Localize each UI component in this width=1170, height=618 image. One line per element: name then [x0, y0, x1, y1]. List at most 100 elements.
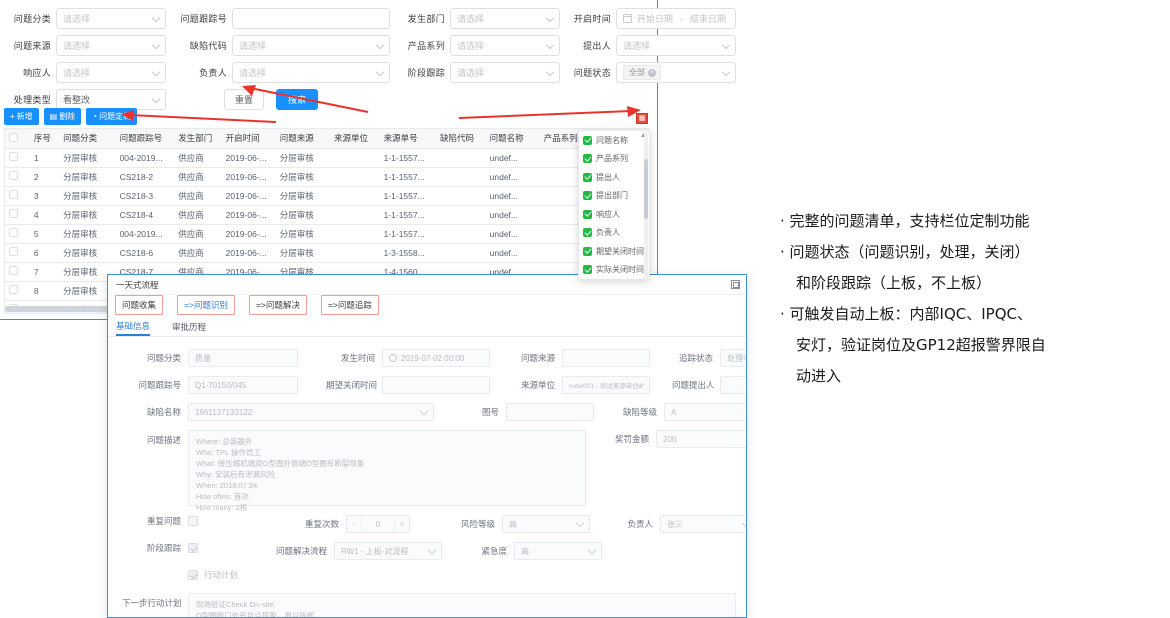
issue-status-select[interactable]: 全部 × — [616, 62, 736, 83]
table-row[interactable]: 5 分层审核 004-2019... 供应商 2019-06-... 分层审核 1-1-15… — [5, 224, 648, 244]
search-button[interactable]: 搜索 — [276, 89, 319, 110]
select-all-checkbox[interactable] — [9, 132, 18, 142]
issue-category-select[interactable]: 请选择 — [56, 8, 166, 29]
owner-select[interactable]: 请选择 — [232, 62, 390, 83]
column-chooser-item[interactable]: 产品系列 — [579, 150, 649, 169]
stepper-minus-button[interactable]: - — [347, 516, 362, 532]
status-tag[interactable]: 全部 × — [623, 65, 661, 80]
check-icon[interactable] — [583, 228, 592, 238]
column-chooser-item[interactable]: 提出部门 — [579, 187, 649, 206]
field-action-plan[interactable]: 行动计划 — [188, 569, 238, 581]
th-0[interactable]: 序号 — [29, 129, 60, 149]
row-checkbox[interactable] — [9, 285, 18, 294]
row-select-cell[interactable] — [5, 186, 30, 206]
action-plan-checkbox[interactable] — [188, 570, 198, 580]
columns-settings-icon[interactable]: ▦ — [636, 113, 648, 124]
reporter-input[interactable] — [720, 376, 746, 394]
check-icon[interactable] — [583, 209, 592, 219]
repeat-issue-checkbox[interactable] — [188, 516, 198, 526]
defect-name-select[interactable]: 1661137133122 — [188, 403, 434, 421]
column-chooser-scrollbar[interactable] — [644, 133, 648, 279]
issue-source-input[interactable] — [562, 349, 650, 367]
product-series-select[interactable]: 请选择 — [450, 35, 560, 56]
row-checkbox[interactable] — [9, 152, 18, 161]
occur-time-input[interactable]: 2019-07-02 00:00 — [382, 349, 490, 367]
issue-category-input[interactable]: 质量 — [188, 349, 298, 367]
row-select-cell[interactable] — [5, 262, 30, 282]
flow-step[interactable]: =>问题追踪 — [320, 295, 379, 315]
row-select-cell[interactable] — [5, 148, 30, 168]
check-icon[interactable] — [583, 246, 592, 256]
column-chooser-item[interactable]: 负责人 — [579, 224, 649, 243]
row-select-cell[interactable] — [5, 205, 30, 225]
flow-step[interactable]: 问题收集 — [115, 295, 164, 315]
risk-level-select[interactable]: 高 — [502, 515, 590, 533]
issue-custom-button[interactable]: ◔ 问题定制 — [86, 108, 138, 125]
th-2[interactable]: 问题跟踪号 — [115, 129, 175, 149]
th-7[interactable]: 来源单号 — [379, 129, 436, 149]
table-row[interactable]: 6 分层审核 CS218-6 供应商 2019-06-... 分层审核 1-3-1558..… — [5, 243, 648, 263]
row-select-cell[interactable] — [5, 243, 30, 263]
column-chooser-item[interactable]: 问题名称 — [579, 131, 649, 150]
reset-button[interactable]: 重置 — [224, 89, 265, 110]
stage-track-checkbox[interactable] — [188, 543, 198, 553]
issue-source-select[interactable]: 请选择 — [56, 35, 166, 56]
row-checkbox[interactable] — [9, 228, 18, 237]
th-1[interactable]: 问题分类 — [59, 129, 116, 149]
track-status-select[interactable]: 处理中 — [720, 349, 746, 367]
check-icon[interactable] — [583, 154, 592, 164]
column-chooser-item[interactable]: 期望关闭时间 — [579, 242, 649, 261]
defect-level-input[interactable]: A — [664, 403, 746, 421]
delete-button[interactable]: ▤ 删除 — [43, 108, 82, 125]
repeat-count-stepper[interactable]: - 0 + — [346, 515, 410, 533]
table-row[interactable]: 2 分层审核 CS218-2 供应商 2019-06-... 分层审核 1-1-1557..… — [5, 167, 648, 187]
expect-close-input[interactable] — [382, 376, 490, 394]
row-checkbox[interactable] — [9, 171, 18, 180]
th-3[interactable]: 发生部门 — [174, 129, 222, 149]
owner-select[interactable]: 张三 — [660, 515, 746, 533]
column-chooser-popup[interactable]: 问题名称 产品系列 提出人 提出部门 响应人 负责人 期望关闭时间 实际关闭时间 — [578, 130, 650, 280]
column-chooser-item[interactable]: 实际关闭时间 — [579, 261, 649, 280]
th-10[interactable]: 产品系列 — [539, 129, 590, 149]
column-chooser-item[interactable]: 响应人 — [579, 205, 649, 224]
table-row[interactable]: 3 分层审核 CS218-3 供应商 2019-06-... 分层审核 1-1-1557..… — [5, 186, 648, 206]
flow-step[interactable]: =>问题解决 — [248, 295, 307, 315]
reward-input[interactable]: 200 — [656, 430, 746, 448]
expand-icon[interactable] — [731, 280, 740, 289]
check-icon[interactable] — [583, 135, 592, 145]
th-6[interactable]: 来源单位 — [329, 129, 380, 149]
th-4[interactable]: 开启时间 — [221, 129, 276, 149]
responder-select[interactable]: 请选择 — [56, 62, 166, 83]
scrollbar-thumb[interactable] — [644, 159, 648, 219]
track-no-input[interactable] — [232, 8, 390, 29]
column-chooser-item[interactable]: 提出人 — [579, 168, 649, 187]
solve-flow-select[interactable]: RW1 - 上板-对流程 — [334, 542, 442, 560]
proposer-select[interactable]: 请选择 — [616, 35, 736, 56]
defect-code-select[interactable]: 请选择 — [232, 35, 390, 56]
repeat-count-value[interactable]: 0 — [375, 519, 381, 529]
open-time-daterange[interactable]: 开始日期 - 结束日期 — [616, 8, 736, 29]
source-unit-select[interactable]: rudw001 - 测试来源单位1 — [562, 376, 650, 394]
dialog-tab[interactable]: 基础信息 — [116, 320, 151, 336]
table-row[interactable]: 4 分层审核 CS218-4 供应商 2019-06-... 分层审核 1-1-1557..… — [5, 205, 648, 225]
row-select-cell[interactable] — [5, 224, 30, 244]
row-checkbox[interactable] — [9, 209, 18, 218]
drawing-no-input[interactable] — [506, 403, 594, 421]
th-9[interactable]: 问题名称 — [485, 129, 540, 149]
flow-step[interactable]: =>问题识别 — [177, 295, 235, 315]
check-icon[interactable] — [583, 172, 592, 182]
row-checkbox[interactable] — [9, 247, 18, 256]
next-action-textarea[interactable]: 现场验证Check On-site: O型圈断口处有坑点现象，易以拆断 — [188, 593, 736, 617]
description-textarea[interactable]: Where: 总装器外 Who: TPL 操作员工 What: 接压缩机端双O型… — [188, 430, 586, 512]
occur-dept-select[interactable]: 请选择 — [450, 8, 560, 29]
check-icon[interactable] — [583, 191, 592, 201]
handle-type-select[interactable]: 看整改 — [56, 89, 166, 110]
select-all-cell[interactable] — [5, 129, 30, 149]
add-button[interactable]: + 新增 — [4, 108, 39, 125]
table-row[interactable]: 1 分层审核 004-2019... 供应商 2019-06-... 分层审核 1-1-15… — [5, 148, 648, 168]
stepper-plus-button[interactable]: + — [394, 516, 409, 532]
track-no-input[interactable]: Q1-70150/045 — [188, 376, 298, 394]
check-icon[interactable] — [583, 265, 592, 275]
dialog-tab[interactable]: 审批历程 — [172, 321, 207, 332]
row-checkbox[interactable] — [9, 266, 18, 275]
